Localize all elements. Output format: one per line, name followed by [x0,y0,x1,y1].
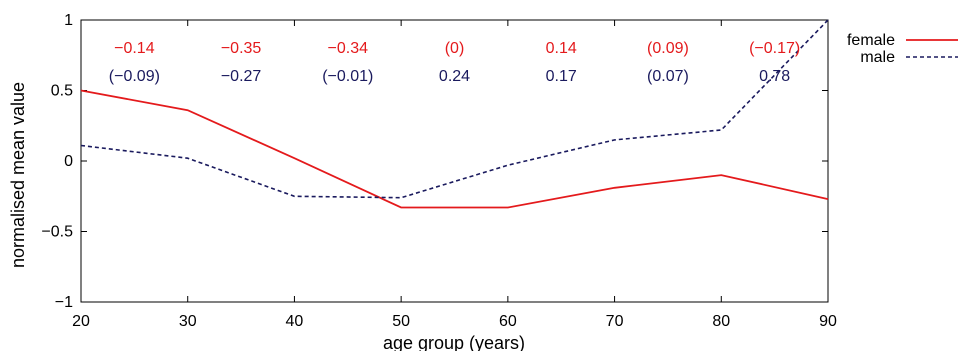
y-tick-label: 0 [64,153,73,170]
annotation-female: 0.14 [546,40,577,57]
x-tick-label: 90 [819,313,837,330]
plot-frame [80,19,829,303]
x-tick-label: 40 [286,313,304,330]
annotation-male: 0.24 [439,68,470,85]
x-tick-label: 80 [712,313,730,330]
plot-area: 20 30 40 50 60 70 80 90 −1 −0.5 0 0.5 1 −0.14 −0.35 −0.… [41,12,837,330]
annotation-female: (0.09) [647,40,689,57]
annotation-male: −0.27 [221,68,262,85]
y-tick-label: 1 [64,12,73,29]
x-tick-label: 60 [499,313,517,330]
annotation-male: 0.17 [546,68,577,85]
y-tick-label: −1 [55,294,73,311]
y-tick-label: −0.5 [41,224,73,241]
legend-label: male [860,49,895,66]
series-line-male [80,19,829,199]
x-axis-label: age group (years) [383,333,525,351]
y-axis-label: normalised mean value [8,82,28,268]
annotation-female: (0) [445,40,465,57]
x-tick-label: 20 [72,313,90,330]
annotation-female: −0.34 [328,40,369,57]
x-tick-label: 70 [606,313,624,330]
annotation-male: (−0.09) [109,68,160,85]
annotation-male: (−0.01) [322,68,373,85]
legend-label: female [847,32,895,49]
annotation-female: −0.35 [221,40,262,57]
annotation-male: (0.07) [647,68,689,85]
y-tick-label: 0.5 [51,83,73,100]
annotation-male: 0.78 [759,68,790,85]
series-line-female [80,89,829,209]
x-tick-label: 30 [179,313,197,330]
annotation-female: −0.14 [114,40,155,57]
annotation-female: (−0.17) [749,40,800,57]
x-tick-label: 50 [392,313,410,330]
